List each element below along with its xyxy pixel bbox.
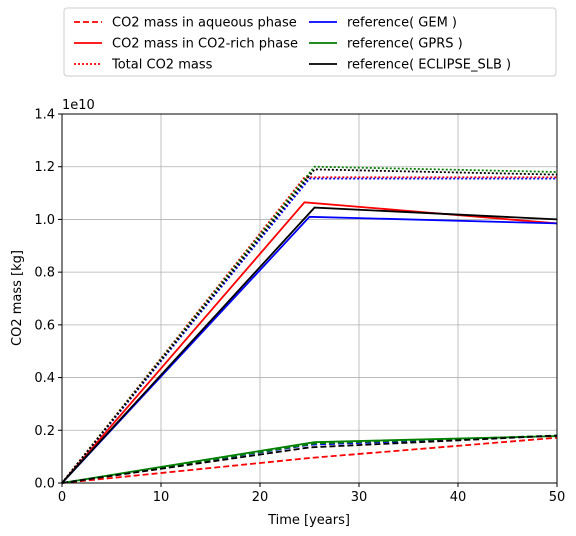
y-axis-ticks: 0.0 0.2 0.4 0.6 0.8 1.0 1.2 1.4 <box>34 108 62 492</box>
series-line-000000-dashed <box>61 434 558 484</box>
series-line-008000-dotted <box>61 165 558 484</box>
legend-label: Total CO2 mass <box>111 58 213 73</box>
x-tick-label: 0 <box>58 490 66 505</box>
y-tick-label: 0.6 <box>34 318 55 333</box>
y-axis-label: CO2 mass [kg] <box>10 250 25 346</box>
series-line-000000-dotted <box>61 168 558 484</box>
x-tick-label: 10 <box>153 490 170 505</box>
legend-box <box>63 7 557 77</box>
y-tick-label: 0.2 <box>34 424 55 439</box>
x-tick-label: 30 <box>351 490 368 505</box>
x-tick-label: 40 <box>450 490 467 505</box>
legend-label: CO2 mass in aqueous phase <box>112 16 297 31</box>
x-tick-label: 20 <box>252 490 269 505</box>
x-axis-label: Time [years] <box>267 513 350 528</box>
series-layer <box>61 165 558 484</box>
y-offset-label: 1e10 <box>62 98 95 113</box>
y-tick-label: 1.0 <box>34 213 55 228</box>
plot-area-frame <box>61 113 558 484</box>
x-axis-ticks: 0 10 20 30 40 50 <box>58 483 565 505</box>
y-tick-label: 0.8 <box>34 266 55 281</box>
legend-label: reference( GEM ) <box>347 16 457 31</box>
y-tick-label: 0.0 <box>34 477 55 492</box>
legend: CO2 mass in aqueous phase CO2 mass in CO2… <box>63 7 557 77</box>
series-line-000000-solid <box>61 206 558 484</box>
x-tick-label: 50 <box>549 490 566 505</box>
y-tick-label: 1.4 <box>34 108 55 123</box>
y-tick-label: 1.2 <box>34 160 55 175</box>
series-line-ff0000-solid <box>61 201 558 484</box>
y-tick-label: 0.4 <box>34 371 55 386</box>
legend-label: reference( GPRS ) <box>347 37 463 52</box>
series-line-008000-solid <box>61 435 558 484</box>
series-line-0000ff-dotted <box>61 177 557 484</box>
legend-label: CO2 mass in CO2-rich phase <box>112 37 298 52</box>
legend-label: reference( ECLIPSE_SLB ) <box>347 58 511 73</box>
series-line-ff0000-dashed <box>61 436 558 484</box>
